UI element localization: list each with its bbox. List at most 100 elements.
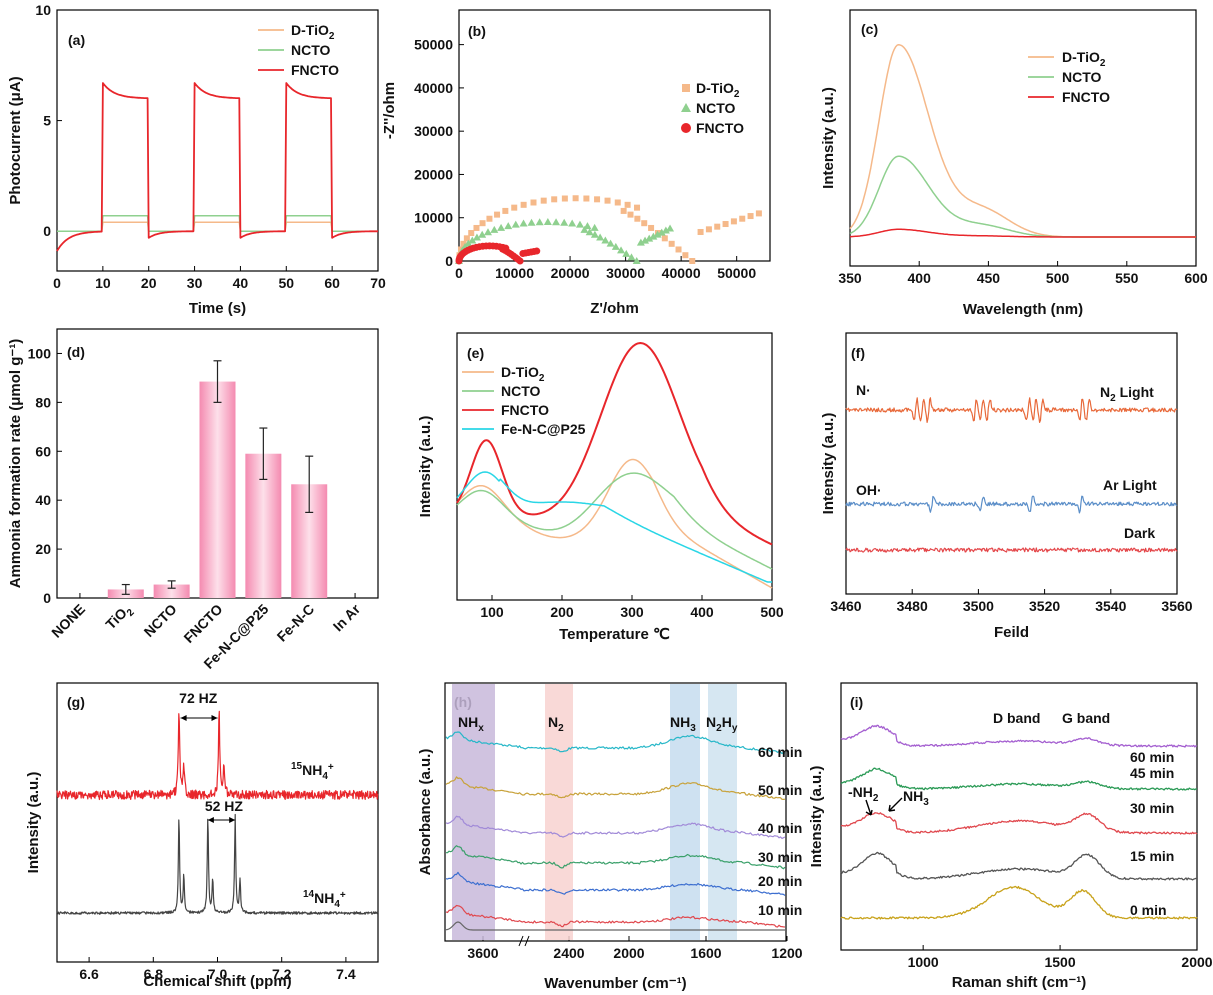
- panel-b-ytick-50000: 50000: [414, 37, 453, 53]
- panel-b-point: [653, 230, 662, 238]
- panel-h-frame: [444, 682, 787, 942]
- panel-b-point: [483, 228, 492, 236]
- panel-b-point: [661, 226, 670, 234]
- panel-b-point: [561, 195, 568, 202]
- panel-e-xtick-100: 100: [480, 604, 504, 620]
- panel-f-trace-left-0: N·: [856, 382, 871, 398]
- panel-c-legend-1: NCTO: [1062, 69, 1102, 85]
- panel-a-xtick-50: 50: [278, 275, 294, 291]
- panel-h-band-1: [545, 684, 573, 940]
- panel-a-series-2: [56, 82, 378, 252]
- panel-c-xlabel: Wavelength (nm): [963, 301, 1083, 318]
- panel-b-point: [634, 204, 641, 211]
- panel-b-point: [648, 224, 655, 231]
- panel-a-legend-1: NCTO: [291, 42, 331, 58]
- panel-d-category-5: Fe-N-C: [274, 601, 318, 645]
- panel-g-label: (g): [67, 694, 85, 710]
- panel-i-xtick-1500: 1500: [1044, 954, 1075, 970]
- panel-g: 6.6 6.8 7.0 7.2 7.4 Chemical shift (ppm) Inten…: [25, 682, 379, 990]
- panel-h-ylabel: Absorbance (a.u.): [417, 749, 434, 876]
- panel-b-point: [596, 233, 605, 241]
- panel-b-point: [682, 252, 689, 259]
- panel-e-label: (e): [467, 345, 484, 361]
- panel-b-point: [755, 210, 762, 217]
- panel-h-xtick-3: 1600: [690, 945, 721, 961]
- panel-a-legend-2: FNCTO: [291, 62, 339, 78]
- panel-h-band-label-3: N2Hy: [706, 714, 738, 734]
- panel-b-point: [575, 220, 584, 228]
- panel-i-xtick-2000: 2000: [1181, 954, 1212, 970]
- panel-f: 3460 3480 3500 3520 3540 3560 Feild Intensity (…: [820, 332, 1193, 641]
- panel-g-xtick-7.2: 7.2: [272, 966, 292, 982]
- panel-b-point: [464, 239, 473, 247]
- panel-b-point: [666, 224, 675, 232]
- panel-i-trace-label-0: 60 min: [1130, 749, 1174, 765]
- panel-i-trace-2: [840, 812, 1198, 835]
- panel-f-trace-0: [845, 397, 1178, 423]
- panel-g-label-15: 15NH4+: [291, 761, 334, 782]
- panel-b-point: [580, 225, 589, 233]
- panel-b-xtick-30000: 30000: [606, 265, 645, 281]
- panel-i-label: (i): [850, 694, 863, 710]
- panel-g-annot-72: 72 HZ: [179, 690, 218, 706]
- panel-h-trace-6: [445, 921, 785, 931]
- panel-b-point: [634, 215, 641, 222]
- panel-h-band-label-2: NH3: [670, 714, 696, 734]
- panel-b-point: [627, 253, 636, 261]
- panel-i-trace-3: [840, 851, 1198, 881]
- panel-b-point: [460, 240, 467, 247]
- panel-h-trace-label-4: 20 min: [758, 873, 802, 889]
- panel-a-series-0: [57, 221, 378, 232]
- panel-d-ylabel: Ammonia formation rate (μmol g⁻¹): [7, 339, 24, 589]
- panel-i-peak-nh2: -NH2: [848, 784, 879, 804]
- panel-b-point: [530, 199, 537, 206]
- panel-h-trace-0: [445, 731, 786, 755]
- panel-d-category-6: In Ar: [330, 600, 364, 634]
- panel-h-trace-5: [445, 904, 786, 928]
- panel-a-ylabel: Photocurrent (μA): [7, 76, 24, 204]
- panel-i-trace-label-1: 45 min: [1130, 765, 1174, 781]
- panel-d-ytick-80: 80: [35, 394, 51, 410]
- panel-i-xtick-1000: 1000: [908, 954, 939, 970]
- panel-b-xtick-20000: 20000: [551, 265, 590, 281]
- panel-b-legend-swatch-1: [681, 103, 691, 112]
- panel-b-point: [511, 204, 518, 211]
- panel-d-ytick-100: 100: [28, 345, 52, 361]
- panel-b-point: [627, 211, 634, 218]
- panel-b-point: [511, 220, 520, 228]
- panel-b-point: [730, 218, 737, 225]
- panel-b-ytick-0: 0: [445, 253, 453, 269]
- panel-b-point: [632, 257, 641, 264]
- panel-i-annot-d: D band: [993, 710, 1040, 726]
- panel-b-point: [661, 235, 668, 242]
- panel-d-ytick-20: 20: [35, 541, 51, 557]
- panel-e: 100 200 300 400 500 Temperature ℃ Intensity (a…: [417, 332, 784, 643]
- panel-a-xtick-40: 40: [233, 275, 249, 291]
- panel-b-ylabel: -Z''/ohm: [381, 82, 398, 139]
- panel-b-legend-swatch-2: [681, 123, 691, 133]
- panel-c-ylabel: Intensity (a.u.): [820, 87, 837, 189]
- panel-i-trace-label-3: 15 min: [1130, 848, 1174, 864]
- panel-b-point: [614, 199, 621, 206]
- panel-f-label: (f): [851, 345, 865, 361]
- panel-b-point: [551, 196, 558, 203]
- panel-b-point: [494, 211, 501, 218]
- panel-b-point: [504, 222, 513, 230]
- panel-b-point: [585, 228, 594, 236]
- panel-g-arrowhead: [211, 715, 218, 721]
- panel-a-xtick-70: 70: [370, 275, 386, 291]
- panel-c-xtick-350: 350: [838, 270, 862, 286]
- panel-b-point: [478, 230, 487, 238]
- panel-i-annot-g: G band: [1062, 710, 1110, 726]
- panel-b-point: [601, 236, 610, 244]
- panel-c-legend-2: FNCTO: [1062, 89, 1110, 105]
- panel-b-point: [540, 197, 547, 204]
- panel-g-label-14: 14NH4+: [303, 889, 346, 910]
- panel-f-trace-right-0: N2 Light: [1100, 384, 1154, 404]
- panel-g-xtick-6.8: 6.8: [144, 966, 164, 982]
- panel-e-xtick-500: 500: [760, 604, 784, 620]
- panel-b-point: [675, 246, 682, 253]
- panel-f-trace-left-1: OH·: [856, 482, 882, 498]
- panel-g-ylabel: Intensity (a.u.): [25, 772, 42, 874]
- panel-a-label: (a): [68, 32, 85, 48]
